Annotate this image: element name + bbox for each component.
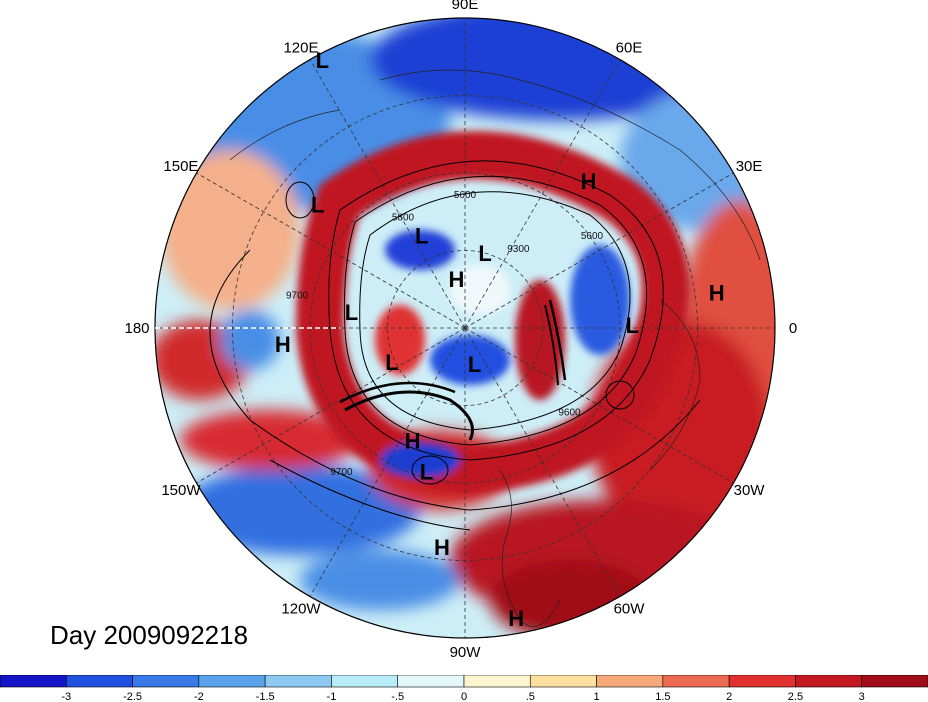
colorbar-box	[0, 675, 67, 688]
contour-value-label: 9700	[330, 467, 353, 478]
colorbar-box	[861, 675, 928, 688]
contour-value-label: 9600	[558, 408, 581, 419]
longitude-label: 60E	[616, 39, 643, 56]
low-pressure-label: L	[415, 223, 428, 248]
contour-value-label: 5600	[581, 231, 604, 242]
colorbar-box	[529, 675, 597, 688]
longitude-label: 30W	[734, 482, 766, 499]
colorbar: -3 -2.5 -2 -1.5 -1 -.5 0 .5 1 1.5 2 2.5 3	[0, 675, 928, 702]
meridian-line	[464, 59, 621, 329]
longitude-label: 90E	[452, 0, 479, 13]
colorbar-tick-label: 3	[859, 691, 865, 702]
colorbar-box	[463, 675, 531, 688]
low-pressure-label: L	[316, 48, 329, 73]
colorbar-box	[65, 675, 133, 688]
colorbar-tick-label: -1	[327, 691, 337, 702]
longitude-label: 180	[124, 320, 149, 337]
colorbar-tick-label: -2	[194, 691, 204, 702]
colorbar-box	[728, 675, 796, 688]
colorbar-tick-label: 1	[594, 691, 600, 702]
meridian-line	[196, 172, 466, 329]
high-pressure-label: H	[581, 169, 597, 194]
colorbar-box	[198, 675, 266, 688]
contour-value-labels: 5600 5800 9300 5600 9600 9700 9700	[286, 190, 604, 478]
low-pressure-label: L	[311, 192, 324, 217]
colorbar-tick-label: -1.5	[256, 691, 275, 702]
longitude-labels: 90E 60E 30E 0 30W 60W 90W 120W 150W 180 150E 120E	[124, 0, 797, 661]
height-contours	[209, 160, 701, 531]
colorbar-box	[596, 675, 664, 688]
high-pressure-label: H	[709, 281, 725, 306]
colorbar-tick-labels: -3 -2.5 -2 -1.5 -1 -.5 0 .5 1 1.5 2 2.5 3	[61, 691, 864, 702]
contour-value-label: 9700	[286, 290, 309, 301]
meridian-line	[464, 172, 734, 329]
longitude-label: 150E	[163, 158, 198, 175]
colorbar-box	[132, 675, 200, 688]
high-pressure-label: H	[275, 332, 291, 357]
colorbar-box	[662, 675, 730, 688]
longitude-label: 150W	[161, 482, 201, 499]
colorbar-tick-label: -3	[61, 691, 71, 702]
contour-value-label: 9300	[507, 244, 530, 255]
longitude-label: 120E	[283, 39, 318, 56]
high-pressure-label: H	[405, 428, 421, 453]
meridian-line	[464, 327, 734, 484]
colorbar-tick-label: 2	[726, 691, 732, 702]
colorbar-tick-label: .5	[526, 691, 535, 702]
meridian-line	[309, 59, 466, 329]
high-pressure-label: H	[434, 535, 450, 560]
colorbar-box	[397, 675, 465, 688]
colorbar-tick-label: -2.5	[123, 691, 142, 702]
longitude-label: 60W	[614, 601, 646, 618]
low-pressure-label: L	[468, 352, 481, 377]
meridian-line	[196, 327, 466, 484]
low-pressure-label: L	[478, 241, 491, 266]
low-pressure-label: L	[626, 313, 639, 338]
colorbar-boxes	[0, 675, 928, 688]
colorbar-tick-label: -.5	[391, 691, 404, 702]
date-label: Day 2009092218	[50, 620, 249, 650]
meridian-line	[464, 327, 621, 597]
colorbar-box	[264, 675, 332, 688]
contour-value-label: 5600	[454, 190, 477, 201]
colorbar-tick-label: 1.5	[655, 691, 670, 702]
anomaly-field	[155, 18, 775, 638]
longitude-label: 120W	[281, 601, 321, 618]
high-pressure-label: H	[448, 267, 464, 292]
meridian-line	[309, 327, 466, 597]
colorbar-box	[795, 675, 863, 688]
colorbar-tick-label: 0	[461, 691, 467, 702]
colorbar-tick-label: 2.5	[788, 691, 803, 702]
longitude-label: 0	[789, 320, 797, 337]
longitude-label: 90W	[450, 644, 482, 661]
contour-value-label: 5800	[392, 213, 415, 224]
low-pressure-label: L	[385, 350, 398, 375]
coastlines	[229, 69, 761, 627]
low-pressure-label: L	[345, 300, 358, 325]
colorbar-box	[331, 675, 399, 688]
low-pressure-label: L	[420, 460, 433, 485]
high-pressure-label: H	[508, 606, 524, 631]
longitude-label: 30E	[736, 158, 763, 175]
